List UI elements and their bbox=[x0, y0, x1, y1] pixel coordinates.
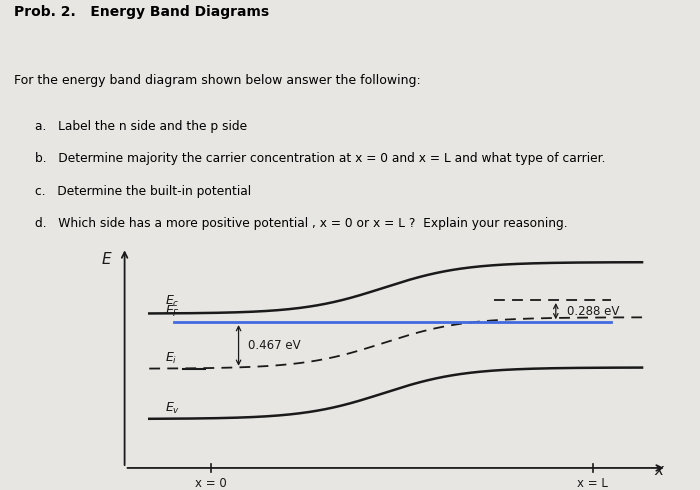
Text: d.   Which side has a more positive potential , x = 0 or x = L ?  Explain your r: d. Which side has a more positive potent… bbox=[35, 217, 567, 230]
Text: For the energy band diagram shown below answer the following:: For the energy band diagram shown below … bbox=[14, 74, 421, 87]
Text: E: E bbox=[102, 252, 111, 268]
Text: 0.288 eV: 0.288 eV bbox=[567, 305, 620, 318]
Text: a.   Label the n side and the p side: a. Label the n side and the p side bbox=[35, 120, 247, 133]
Text: x = 0: x = 0 bbox=[195, 476, 227, 490]
Text: $E_v$: $E_v$ bbox=[164, 401, 180, 416]
Text: $E_i$: $E_i$ bbox=[164, 351, 177, 367]
Text: x = L: x = L bbox=[578, 476, 608, 490]
Text: $E_F$: $E_F$ bbox=[164, 304, 180, 319]
Text: $E_c$: $E_c$ bbox=[164, 294, 179, 309]
Text: x: x bbox=[654, 463, 664, 478]
Text: 0.467 eV: 0.467 eV bbox=[248, 339, 300, 352]
Text: Prob. 2.   Energy Band Diagrams: Prob. 2. Energy Band Diagrams bbox=[14, 5, 269, 19]
Text: c.   Determine the built-in potential: c. Determine the built-in potential bbox=[35, 185, 251, 197]
Text: b.   Determine majority the carrier concentration at x = 0 and x = L and what ty: b. Determine majority the carrier concen… bbox=[35, 152, 606, 165]
